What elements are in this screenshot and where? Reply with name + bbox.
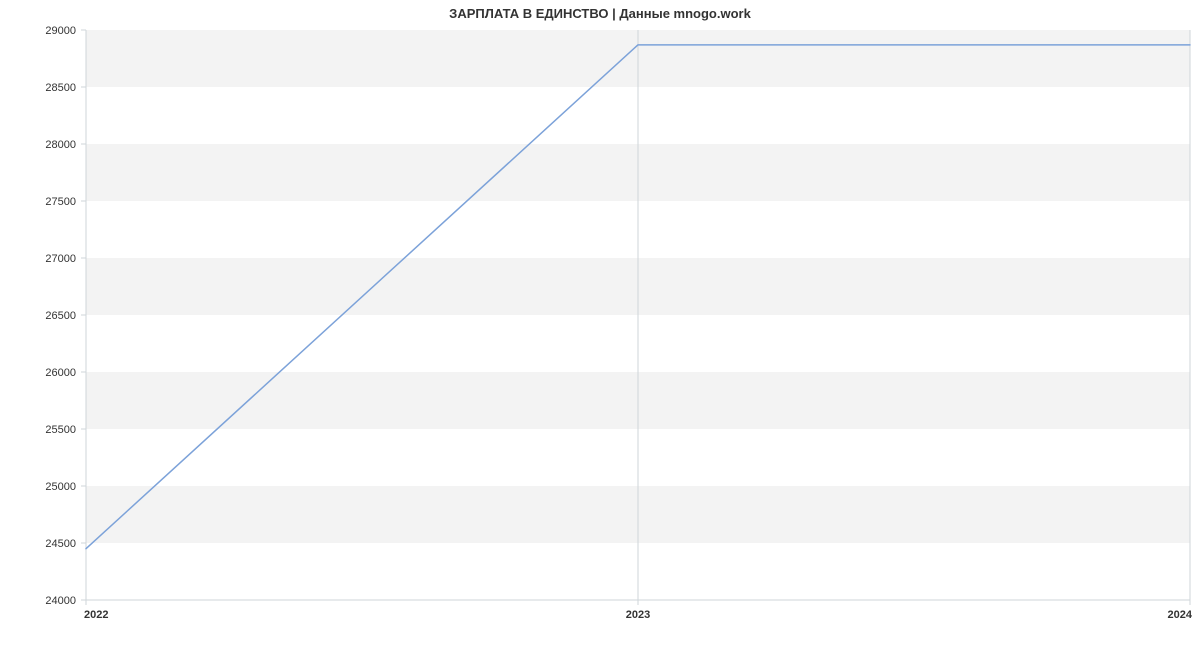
svg-text:25500: 25500 — [45, 424, 76, 436]
svg-text:2022: 2022 — [84, 609, 108, 621]
chart-container: ЗАРПЛАТА В ЕДИНСТВО | Данные mnogo.work … — [0, 0, 1200, 650]
svg-text:2024: 2024 — [1168, 609, 1193, 621]
svg-text:28500: 28500 — [45, 82, 76, 94]
svg-text:24000: 24000 — [45, 595, 76, 607]
svg-text:26500: 26500 — [45, 310, 76, 322]
svg-text:27500: 27500 — [45, 196, 76, 208]
svg-text:27000: 27000 — [45, 253, 76, 265]
chart-plot: 24000 24500 25000 25500 26000 26500 27000 27500… — [0, 0, 1200, 650]
svg-text:28000: 28000 — [45, 139, 76, 151]
svg-text:26000: 26000 — [45, 367, 76, 379]
svg-text:24500: 24500 — [45, 538, 76, 550]
svg-text:25000: 25000 — [45, 481, 76, 493]
svg-text:29000: 29000 — [45, 25, 76, 37]
svg-text:2023: 2023 — [626, 609, 650, 621]
